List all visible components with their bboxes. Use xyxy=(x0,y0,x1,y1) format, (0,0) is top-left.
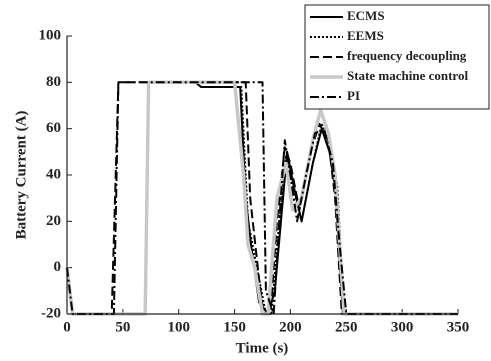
x-tick-label: 150 xyxy=(223,319,246,335)
legend-label: PI xyxy=(347,88,360,103)
x-tick-label: 100 xyxy=(167,319,190,335)
x-axis-title: Time (s) xyxy=(236,340,289,356)
legend-label: EEMS xyxy=(347,28,384,43)
y-tick-label: -20 xyxy=(41,305,61,321)
y-tick-label: 80 xyxy=(46,74,61,90)
legend-label: frequency decoupling xyxy=(347,48,467,63)
x-tick-label: 0 xyxy=(63,319,71,335)
x-tick-label: 300 xyxy=(391,319,414,335)
x-tick-label: 50 xyxy=(115,319,130,335)
y-tick-label: 100 xyxy=(39,27,62,43)
series-line xyxy=(66,81,458,315)
legend-label: State machine control xyxy=(347,68,468,83)
y-axis-title: Battery Current (A) xyxy=(13,111,29,240)
x-tick-label: 350 xyxy=(447,319,470,335)
legend-box xyxy=(304,4,490,110)
y-tick-label: 20 xyxy=(46,213,61,229)
x-tick-label: 200 xyxy=(279,319,302,335)
y-tick-label: 60 xyxy=(46,120,61,136)
x-tick-label: 250 xyxy=(335,319,358,335)
y-tick-label: 40 xyxy=(46,166,61,182)
legend-label: ECMS xyxy=(347,8,385,23)
y-tick-label: 0 xyxy=(54,259,62,275)
